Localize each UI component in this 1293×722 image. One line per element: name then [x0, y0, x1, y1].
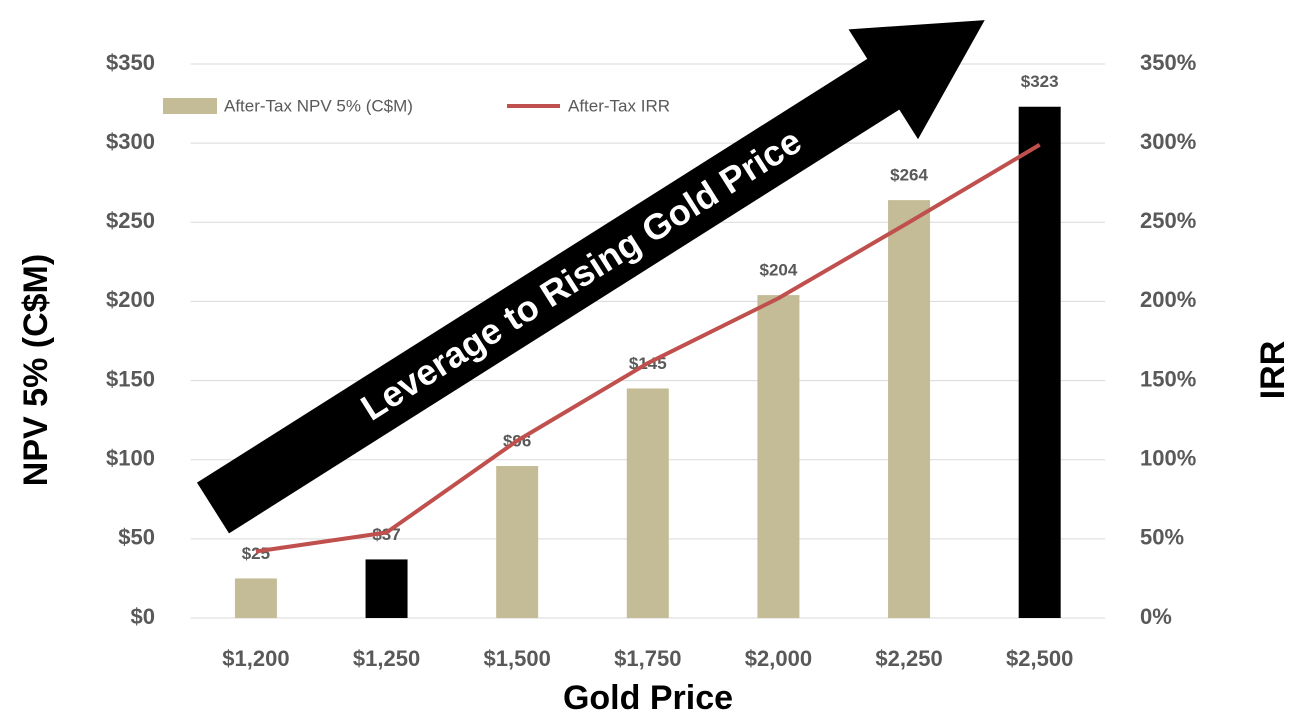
value-label: $25: [242, 544, 270, 563]
arrow-shape: [196, 20, 985, 534]
y-tick-label: $50: [118, 525, 155, 550]
bar: [365, 559, 408, 618]
value-label: $264: [890, 166, 928, 185]
legend-swatch: [163, 98, 217, 114]
y-axis-title: NPV 5% (C$M): [17, 254, 55, 486]
legend-label: After-Tax IRR: [568, 96, 670, 115]
bar: [234, 578, 277, 618]
y-tick-label: $350: [106, 50, 155, 75]
bar: [757, 295, 800, 618]
y2-tick-label: 150%: [1140, 366, 1196, 391]
y-tick-label: $250: [106, 208, 155, 233]
y2-tick-label: 350%: [1140, 50, 1196, 75]
value-label: $323: [1021, 72, 1059, 91]
y2-tick-label: 250%: [1140, 208, 1196, 233]
y2-axis-title: IRR: [1254, 341, 1292, 400]
y2-tick-label: 100%: [1140, 446, 1196, 471]
y2-tick-label: 50%: [1140, 525, 1184, 550]
y-tick-label: $0: [131, 604, 155, 629]
annotation-text: Leverage to Rising Gold Price: [354, 120, 809, 428]
x-tick-label: $2,250: [875, 646, 942, 671]
y2-tick-label: 300%: [1140, 129, 1196, 154]
y-tick-label: $100: [106, 446, 155, 471]
bar: [1018, 106, 1061, 618]
x-tick-label: $1,500: [484, 646, 551, 671]
x-axis-title: Gold Price: [563, 679, 733, 717]
x-tick-label: $1,250: [353, 646, 420, 671]
x-tick-label: $1,750: [614, 646, 681, 671]
bar: [888, 200, 931, 618]
line: [255, 143, 1041, 554]
y-tick-label: $150: [106, 366, 155, 391]
y2-tick-label: 0%: [1140, 604, 1172, 629]
x-tick-label: $2,000: [745, 646, 812, 671]
marks: $25$37$96$145$204$264$323: [234, 72, 1061, 618]
x-tick-label: $1,200: [222, 646, 289, 671]
bar: [496, 466, 539, 618]
y-tick-label: $300: [106, 129, 155, 154]
bar: [626, 388, 669, 618]
y-tick-label: $200: [106, 287, 155, 312]
x-tick-label: $2,500: [1006, 646, 1073, 671]
legend-label: After-Tax NPV 5% (C$M): [224, 96, 413, 115]
value-label: $204: [760, 261, 798, 280]
y2-tick-label: 200%: [1140, 287, 1196, 312]
